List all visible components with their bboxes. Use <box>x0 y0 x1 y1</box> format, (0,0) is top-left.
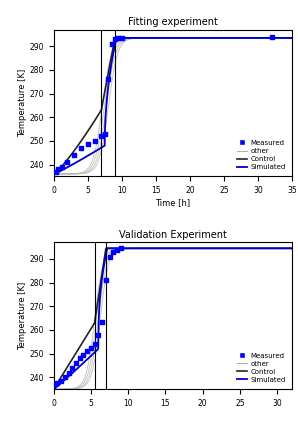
Point <box>114 246 119 253</box>
Point <box>96 331 101 338</box>
Point <box>99 133 104 140</box>
Point <box>89 344 93 351</box>
Legend: Measured, other, Control, Simulated: Measured, other, Control, Simulated <box>234 350 288 386</box>
Point <box>100 319 104 325</box>
Point <box>55 380 60 387</box>
Legend: Measured, other, Control, Simulated: Measured, other, Control, Simulated <box>234 137 288 173</box>
Point <box>107 253 112 260</box>
Point <box>63 374 67 381</box>
Point <box>81 352 86 358</box>
Point <box>102 130 107 137</box>
Point <box>106 76 111 83</box>
Point <box>72 152 77 159</box>
Point <box>119 35 124 41</box>
Point <box>109 41 114 47</box>
Point <box>65 159 70 165</box>
Point <box>85 348 90 354</box>
Point <box>269 33 274 40</box>
Point <box>118 245 123 252</box>
Title: Fitting experiment: Fitting experiment <box>128 17 218 27</box>
Y-axis label: Temperature [K]: Temperature [K] <box>18 282 27 350</box>
Point <box>70 365 74 371</box>
Title: Validation Experiment: Validation Experiment <box>119 230 227 240</box>
Point <box>74 360 78 366</box>
Point <box>59 377 63 384</box>
Point <box>56 166 61 173</box>
Point <box>66 369 71 376</box>
Point <box>78 145 83 151</box>
Y-axis label: Temperature [K]: Temperature [K] <box>18 69 27 137</box>
Point <box>53 381 58 388</box>
Point <box>113 36 117 42</box>
Point <box>53 168 58 175</box>
X-axis label: Time [h]: Time [h] <box>155 198 190 207</box>
Point <box>111 248 116 255</box>
Point <box>77 355 82 362</box>
Point <box>92 137 97 144</box>
Point <box>59 164 64 170</box>
Point <box>92 341 97 348</box>
Point <box>103 277 108 284</box>
Point <box>85 141 90 148</box>
Point <box>116 35 121 41</box>
